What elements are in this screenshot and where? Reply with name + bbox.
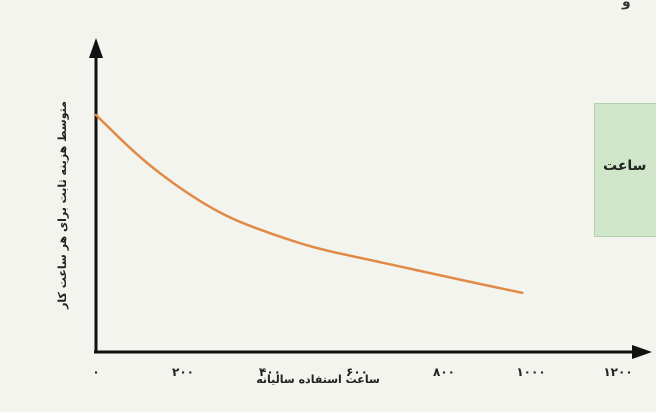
x-axis-arrowhead	[632, 345, 652, 359]
x-tick-label: ۸۰۰	[433, 365, 455, 379]
y-axis-label: متوسط هزینه ثابت برای هر ساعت کار	[56, 101, 69, 310]
x-tick-label: ۰	[92, 365, 99, 379]
corner-mark: و	[622, 0, 631, 10]
x-tick-label: ۴۰۰	[259, 365, 281, 379]
x-tick-label: ۲۰۰	[172, 365, 194, 379]
x-axis-label: ساعت استفاده سالیانه	[256, 373, 380, 386]
series-line	[94, 113, 524, 295]
x-tick-label: ۶۰۰	[346, 365, 368, 379]
x-tick-labels: ۰ ۲۰۰ ۴۰۰ ۶۰۰ ۸۰۰ ۱۰۰۰ ۱۲۰۰	[92, 365, 632, 379]
callout-text: ساعت	[603, 158, 647, 174]
callout-box: ساعت	[594, 103, 656, 237]
x-tick-label: ۱۲۰۰	[603, 365, 632, 379]
x-tick-label: ۱۰۰۰	[516, 365, 545, 379]
y-axis-arrowhead	[89, 38, 103, 58]
